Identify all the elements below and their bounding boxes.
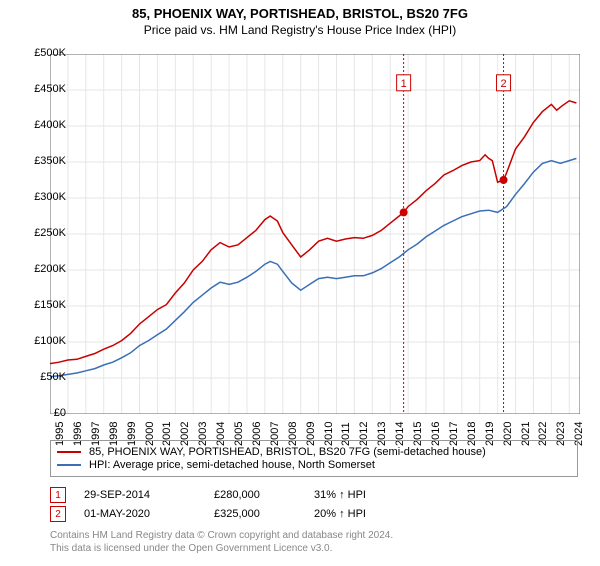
attribution: Contains HM Land Registry data © Crown c… xyxy=(50,530,393,555)
attribution-line2: This data is licensed under the Open Gov… xyxy=(50,543,393,556)
y-tick-label: £250K xyxy=(21,227,66,239)
chart-plot-area: 12 xyxy=(50,54,580,414)
chart-title: 85, PHOENIX WAY, PORTISHEAD, BRISTOL, BS… xyxy=(0,6,600,21)
sale-price-2: £325,000 xyxy=(214,508,314,520)
y-tick-label: £200K xyxy=(21,263,66,275)
legend-box: 85, PHOENIX WAY, PORTISHEAD, BRISTOL, BS… xyxy=(50,440,578,477)
svg-text:1: 1 xyxy=(401,78,407,90)
sale-marker-1: 1 xyxy=(50,487,66,503)
y-tick-label: £100K xyxy=(21,335,66,347)
sale-date-1: 29-SEP-2014 xyxy=(84,489,214,501)
sale-hpi-1: 31% ↑ HPI xyxy=(314,489,404,501)
legend-row-hpi: HPI: Average price, semi-detached house,… xyxy=(57,459,571,471)
sale-row-1: 1 29-SEP-2014 £280,000 31% ↑ HPI xyxy=(50,487,404,503)
y-tick-label: £400K xyxy=(21,119,66,131)
sale-date-2: 01-MAY-2020 xyxy=(84,508,214,520)
y-tick-label: £450K xyxy=(21,83,66,95)
legend-swatch-hpi xyxy=(57,464,81,466)
chart-subtitle: Price paid vs. HM Land Registry's House … xyxy=(0,23,600,37)
legend-label-hpi: HPI: Average price, semi-detached house,… xyxy=(89,459,375,471)
sale-price-1: £280,000 xyxy=(214,489,314,501)
svg-text:2: 2 xyxy=(500,78,506,90)
legend-label-property: 85, PHOENIX WAY, PORTISHEAD, BRISTOL, BS… xyxy=(89,446,486,458)
y-tick-label: £500K xyxy=(21,47,66,59)
chart-svg: 12 xyxy=(50,54,580,414)
sale-marker-2: 2 xyxy=(50,506,66,522)
y-tick-label: £350K xyxy=(21,155,66,167)
y-tick-label: £50K xyxy=(21,371,66,383)
y-tick-label: £300K xyxy=(21,191,66,203)
sales-table: 1 29-SEP-2014 £280,000 31% ↑ HPI 2 01-MA… xyxy=(50,484,404,525)
sale-hpi-2: 20% ↑ HPI xyxy=(314,508,404,520)
legend-swatch-property xyxy=(57,451,81,453)
chart-container: 85, PHOENIX WAY, PORTISHEAD, BRISTOL, BS… xyxy=(0,6,600,566)
y-tick-label: £150K xyxy=(21,299,66,311)
sale-row-2: 2 01-MAY-2020 £325,000 20% ↑ HPI xyxy=(50,506,404,522)
y-tick-label: £0 xyxy=(21,407,66,419)
legend-row-property: 85, PHOENIX WAY, PORTISHEAD, BRISTOL, BS… xyxy=(57,446,571,458)
attribution-line1: Contains HM Land Registry data © Crown c… xyxy=(50,530,393,543)
